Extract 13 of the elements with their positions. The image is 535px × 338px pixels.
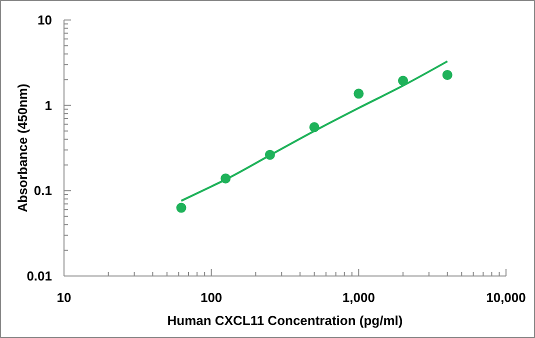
point <box>176 202 186 213</box>
y-tick-label: 10 <box>38 12 52 28</box>
y-tick-label: 1 <box>44 98 52 113</box>
x-tick-label: 100 <box>200 290 222 305</box>
point <box>354 88 364 99</box>
y-tick-label: 0.1 <box>34 183 52 198</box>
y-tick-label: 0.01 <box>26 268 52 284</box>
x-tick-label: 1,000 <box>342 290 375 305</box>
x-axis-title: Human CXCL11 Concentration (pg/ml) <box>167 313 403 328</box>
y-axis-title: Absorbance (450nm) <box>15 84 30 212</box>
x-tick-label: 10,000 <box>486 290 526 305</box>
x-tick-label: 10 <box>56 290 72 305</box>
point <box>442 70 452 80</box>
